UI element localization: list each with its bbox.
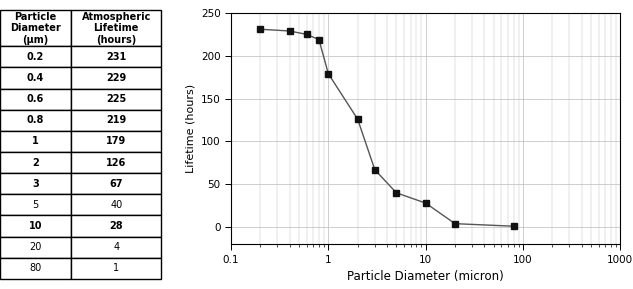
Y-axis label: Lifetime (hours): Lifetime (hours) bbox=[185, 84, 196, 173]
X-axis label: Particle Diameter (micron): Particle Diameter (micron) bbox=[348, 270, 504, 283]
